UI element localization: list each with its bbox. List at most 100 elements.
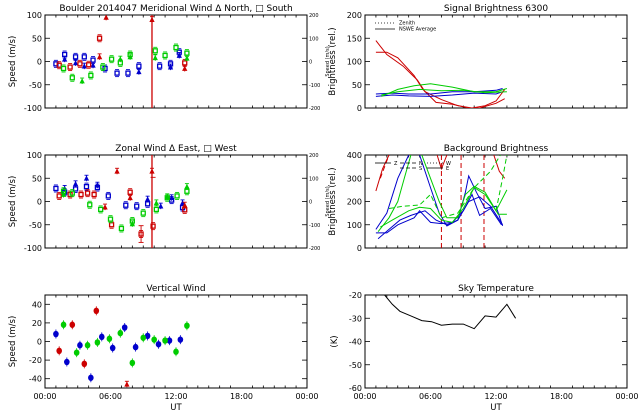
- y-axis-label: (K): [330, 335, 340, 347]
- y-tick-label: -60: [349, 384, 362, 393]
- data-point-blue: [72, 180, 79, 187]
- data-point-green: [69, 189, 75, 198]
- y-tick-label: 200: [347, 11, 362, 20]
- panel-meridional: Boulder 2014047 Meridional Wind Δ North,…: [8, 4, 331, 113]
- marker-square: [182, 207, 188, 213]
- data-point-green: [164, 193, 170, 202]
- marker-square: [153, 206, 160, 213]
- y-tick-label: 0: [37, 338, 42, 347]
- data-point-green: [127, 53, 133, 60]
- y2-tick-label: -200: [309, 106, 320, 112]
- legend-label: S: [419, 166, 422, 172]
- data-point-green: [174, 191, 180, 200]
- data-point-green: [151, 335, 157, 345]
- marker-square: [140, 210, 146, 216]
- y-tick-label: 100: [347, 221, 362, 230]
- legend-label: E: [446, 166, 449, 172]
- data-point-blue: [83, 174, 90, 182]
- marker-square: [98, 206, 104, 213]
- data-point-green: [140, 209, 146, 218]
- y-tick-label: 50: [32, 174, 42, 183]
- data-point-green: [184, 187, 190, 196]
- marker-square: [94, 184, 101, 191]
- plot-area: [53, 155, 190, 248]
- chart-title: Zonal Wind Δ East, □ West: [115, 144, 237, 154]
- data-point-green: [79, 77, 85, 85]
- data-point-blue: [53, 329, 59, 339]
- y-axis-label: Speed (m/s): [8, 316, 18, 368]
- data-point-green: [117, 328, 124, 338]
- data-point-red: [103, 15, 109, 21]
- y-tick-label: 0: [37, 198, 42, 207]
- data-point-red: [84, 189, 91, 198]
- data-point-green: [107, 215, 114, 224]
- data-point-blue: [90, 61, 96, 69]
- marker-square: [84, 190, 91, 196]
- data-point-red-marker: [124, 380, 130, 388]
- y-tick-label: -100: [24, 104, 42, 113]
- y-axis-label: Brightness (rel.): [328, 27, 338, 95]
- plot-frame: [364, 294, 628, 389]
- data-point-blue: [176, 52, 182, 59]
- series-line-blue-2: [375, 91, 503, 97]
- data-point-blue: [144, 331, 151, 341]
- marker-square: [108, 56, 115, 62]
- data-point-red: [96, 34, 103, 43]
- data-point-green: [153, 199, 159, 206]
- x-tick-label: 12:00: [484, 392, 507, 401]
- marker-square: [105, 193, 111, 199]
- data-point-red: [150, 222, 156, 231]
- data-point-red: [114, 167, 120, 175]
- y-tick-label: 200: [347, 198, 362, 207]
- legend-label: N: [419, 161, 423, 167]
- plot-frame: [44, 14, 308, 109]
- data-point-red: [56, 61, 62, 70]
- legend-label: Zenith: [399, 21, 415, 27]
- series-line-green-s: [380, 186, 508, 228]
- series-line-red-1: [375, 40, 506, 108]
- chart-title: Signal Brightness 6300: [444, 4, 548, 14]
- y2-tick-label: 100: [309, 176, 319, 182]
- panel-vertical: Vertical Wind 00:00 06:00 12:00 18:00 00:00 UT…: [8, 284, 319, 413]
- marker-square: [91, 191, 97, 198]
- x-tick-label: 00:00: [353, 392, 376, 401]
- x-axis-label: UT: [170, 403, 182, 413]
- y-tick-label: 50: [352, 81, 362, 90]
- marker-square: [184, 188, 190, 194]
- data-point-red: [182, 65, 188, 72]
- x-tick-label: 18:00: [230, 392, 253, 401]
- plot-area: [53, 15, 190, 108]
- marker-square: [83, 183, 90, 190]
- marker-square: [125, 70, 131, 76]
- data-point-green: [173, 43, 179, 52]
- marker-square: [72, 186, 79, 192]
- data-point-blue: [125, 69, 131, 78]
- y-tick-label: -40: [349, 338, 362, 347]
- data-point-blue: [81, 62, 87, 70]
- y-tick-label: -20: [29, 356, 42, 365]
- data-point-green: [108, 55, 115, 64]
- plot-frame: [364, 154, 628, 249]
- marker-square: [174, 193, 180, 199]
- y2-tick-label: 0: [309, 60, 312, 66]
- data-point-blue: [114, 69, 120, 78]
- series-line-blue-z: [375, 155, 410, 230]
- series-line-green-z: [377, 155, 412, 233]
- data-point-blue: [156, 62, 163, 71]
- series-line-blue-n: [419, 155, 504, 227]
- y2-tick-label: -100: [309, 223, 320, 229]
- marker-square: [156, 63, 163, 69]
- marker-square: [107, 216, 114, 222]
- x-tick-label: 06:00: [419, 392, 442, 401]
- series-line-red-s: [436, 155, 448, 171]
- chart-title: Background Brightness: [444, 144, 549, 154]
- data-point-blue: [88, 373, 94, 383]
- data-point-blue: [105, 191, 111, 200]
- data-point-blue: [167, 63, 174, 71]
- y-tick-label: 100: [27, 151, 42, 160]
- series-line-red-2: [375, 51, 505, 108]
- y-tick-label: -30: [349, 314, 362, 323]
- y-tick-label: -20: [349, 291, 362, 300]
- data-point-green: [117, 55, 123, 63]
- data-point-green: [94, 337, 101, 347]
